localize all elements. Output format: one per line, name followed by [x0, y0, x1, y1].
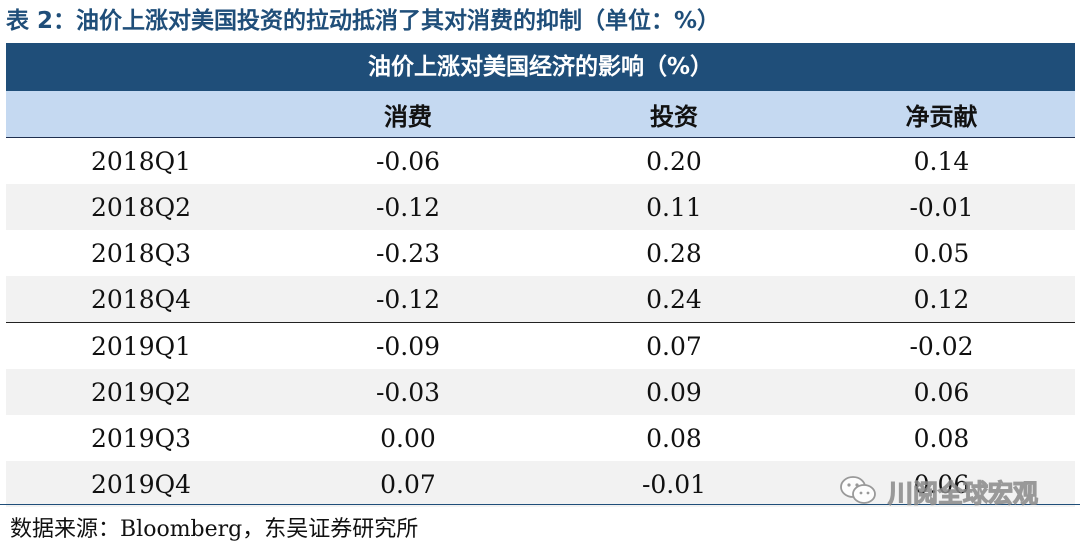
wechat-icon — [838, 473, 878, 511]
cell-quarter: 2018Q4 — [90, 284, 192, 314]
cell-quarter: 2019Q2 — [90, 377, 192, 407]
table-row: 2018Q1 -0.06 0.20 0.14 — [6, 138, 1075, 184]
cell-quarter: 2019Q1 — [90, 331, 192, 361]
table-row: 2018Q3 -0.23 0.28 0.05 — [6, 230, 1075, 276]
watermark: 川阅全球宏观 — [838, 470, 1039, 514]
cell-investment: 0.08 — [646, 423, 702, 453]
table-row: 2019Q4 0.07 -0.01 0.06 — [6, 461, 1075, 507]
table-header-row: 消费 投资 净贡献 — [6, 91, 1075, 138]
watermark-text: 川阅全球宏观 — [887, 478, 1039, 508]
cell-quarter: 2018Q3 — [90, 238, 192, 268]
cell-consumption: -0.12 — [375, 284, 441, 314]
cell-net-contribution: 0.14 — [913, 146, 970, 176]
cell-consumption: 0.07 — [380, 469, 436, 499]
cell-consumption: -0.03 — [375, 377, 441, 407]
header-consumption: 消费 — [384, 102, 432, 131]
cell-investment: 0.28 — [646, 238, 702, 268]
cell-net-contribution: 0.08 — [913, 423, 970, 453]
cell-consumption: -0.06 — [375, 146, 441, 176]
cell-investment: 0.11 — [646, 192, 702, 222]
cell-quarter: 2019Q4 — [90, 469, 192, 499]
cell-consumption: 0.00 — [380, 423, 436, 453]
cell-net-contribution: 0.05 — [913, 238, 970, 268]
table-row: 2018Q2 -0.12 0.11 -0.01 — [6, 184, 1075, 230]
cell-quarter: 2019Q3 — [90, 423, 192, 453]
table-row: 2019Q2 -0.03 0.09 0.06 — [6, 369, 1075, 415]
table-row: 2019Q1 -0.09 0.07 -0.02 — [6, 322, 1075, 369]
header-net-contribution: 净贡献 — [905, 102, 978, 131]
cell-net-contribution: 0.06 — [913, 469, 970, 499]
cell-net-contribution: -0.01 — [909, 192, 974, 222]
cell-investment: 0.09 — [646, 377, 702, 407]
cell-consumption: -0.12 — [375, 192, 441, 222]
table-title: 油价上涨对美国经济的影响（%） — [6, 43, 1075, 91]
cell-consumption: -0.23 — [375, 238, 441, 268]
cell-net-contribution: 0.06 — [913, 377, 970, 407]
header-investment: 投资 — [650, 102, 698, 131]
cell-investment: 0.20 — [646, 146, 702, 176]
cell-quarter: 2018Q2 — [90, 192, 192, 222]
cell-investment: -0.01 — [641, 469, 707, 499]
cell-investment: 0.07 — [646, 331, 702, 361]
cell-net-contribution: 0.12 — [913, 284, 970, 314]
data-source-note: 数据来源：Bloomberg，东吴证券研究所 — [10, 517, 419, 542]
table-row: 2019Q3 0.00 0.08 0.08 — [6, 415, 1075, 461]
cell-quarter: 2018Q1 — [90, 146, 192, 176]
header-quarter — [6, 91, 276, 137]
table-footer: 数据来源：Bloomberg，东吴证券研究所 — [0, 504, 1080, 546]
cell-net-contribution: -0.02 — [909, 331, 974, 361]
cell-consumption: -0.09 — [375, 331, 441, 361]
data-table: 油价上涨对美国经济的影响（%） 消费 投资 净贡献 2018Q1 -0.06 0… — [6, 43, 1075, 507]
table-row: 2018Q4 -0.12 0.24 0.12 — [6, 276, 1075, 322]
table-caption: 表 2：油价上涨对美国投资的拉动抵消了其对消费的抑制（单位：%） — [6, 8, 721, 34]
cell-investment: 0.24 — [646, 284, 702, 314]
